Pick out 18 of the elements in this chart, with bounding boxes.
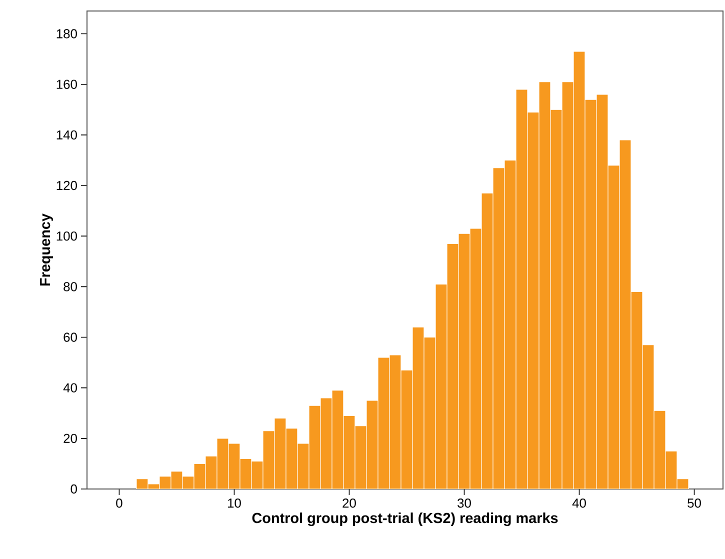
x-tick-label: 40 <box>572 498 586 508</box>
y-tick-label: 180 <box>56 29 77 38</box>
y-tick-label: 40 <box>63 383 77 392</box>
x-tick-label: 30 <box>458 498 471 508</box>
y-axis-title: Frequency <box>40 214 54 286</box>
x-axis-title: Control group post-trial (KS2) reading marks <box>252 512 558 526</box>
y-tick-label: 0 <box>70 484 77 494</box>
y-tick-label: 120 <box>56 180 77 190</box>
y-tick-label: 80 <box>64 282 77 292</box>
x-tick-label: 10 <box>228 498 241 508</box>
y-tick-label: 60 <box>64 332 77 342</box>
x-tick-label: 50 <box>688 498 701 508</box>
y-tick-label: 160 <box>56 80 77 89</box>
y-tick-label: 140 <box>56 130 77 140</box>
y-tick-label: 20 <box>64 434 77 443</box>
y-tick-label: 100 <box>56 232 77 241</box>
x-tick-label: 0 <box>116 498 122 508</box>
x-tick-label: 20 <box>342 498 356 508</box>
